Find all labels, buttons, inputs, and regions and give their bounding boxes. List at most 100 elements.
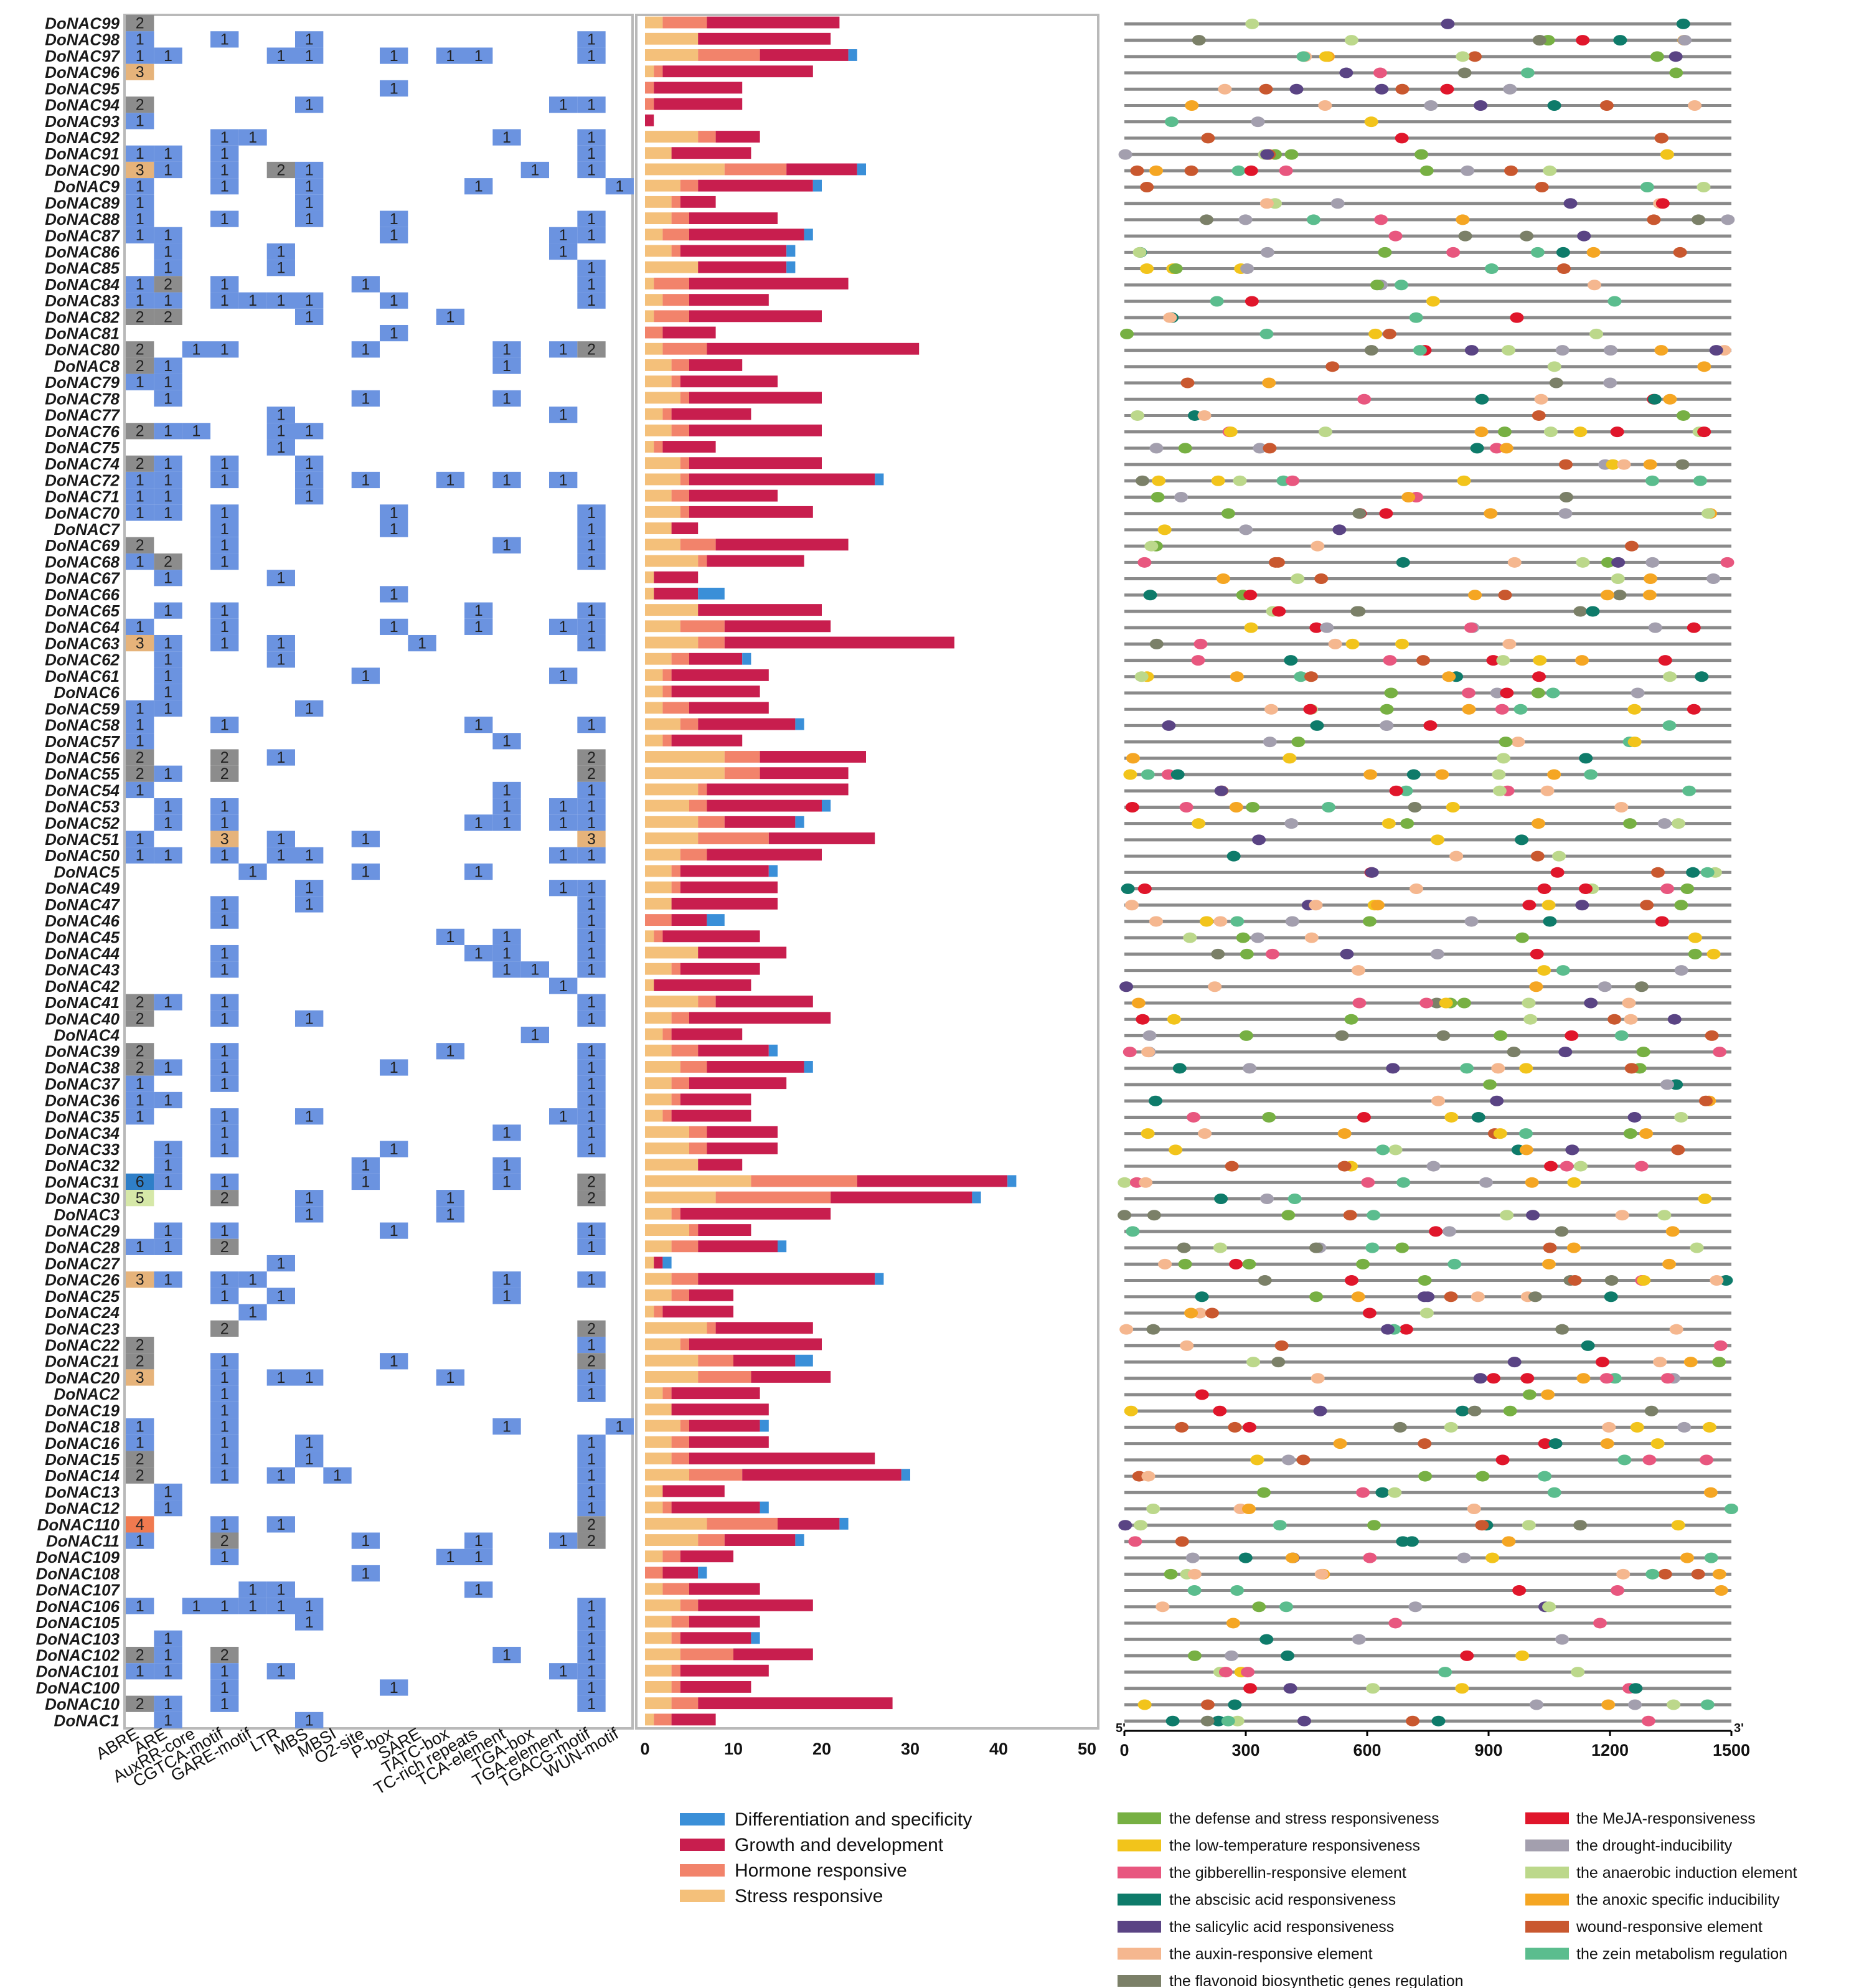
heatmap-cell — [210, 1679, 239, 1696]
heatmap-cell-count: 1 — [164, 1222, 172, 1240]
heatmap-cell — [210, 945, 239, 962]
bar-segment — [689, 1224, 699, 1236]
heatmap-cell — [380, 1679, 408, 1696]
heatmap-cell — [210, 1124, 239, 1141]
heatmap-cell-count: 1 — [559, 814, 568, 832]
bar-segment — [707, 783, 849, 796]
heatmap-cell — [577, 1663, 606, 1680]
heatmap-cell-count: 1 — [361, 471, 370, 489]
bar-segment — [680, 245, 787, 257]
heatmap-cell-count: 1 — [305, 488, 314, 506]
heatmap-cell-count: 1 — [305, 308, 314, 326]
heatmap-cell — [380, 324, 408, 342]
cis-element-marker — [1208, 981, 1222, 992]
cis-element-marker — [1687, 704, 1701, 715]
cis-element-marker — [1287, 1194, 1302, 1205]
gene-label: DoNAC40 — [45, 1009, 120, 1028]
cis-element-marker — [1540, 785, 1555, 796]
bar-segment — [662, 342, 707, 355]
heatmap-cell — [295, 1614, 324, 1631]
heatmap-cell-count: 1 — [587, 161, 596, 179]
heatmap-cell — [577, 928, 606, 945]
bar-segment — [645, 1485, 663, 1497]
cis-element-marker — [1671, 1144, 1685, 1156]
bar-segment — [645, 245, 672, 257]
heatmap-cell-count: 1 — [587, 1271, 596, 1289]
cis-element-marker — [1485, 1552, 1500, 1563]
bar-segment — [671, 408, 751, 420]
element-legend-label: the anoxic specific inducibility — [1576, 1891, 1780, 1909]
heatmap-cell — [549, 667, 578, 684]
heatmap-cell-count: 2 — [136, 1353, 144, 1370]
cis-element-marker — [1458, 230, 1472, 242]
cis-element-marker — [1464, 622, 1478, 633]
heatmap-cell — [210, 1320, 239, 1337]
heatmap-cell — [154, 1695, 182, 1712]
bar-x-tick: 40 — [989, 1740, 1008, 1758]
bar-segment — [645, 1289, 672, 1301]
gene-label: DoNAC106 — [36, 1597, 120, 1616]
cis-element-marker — [1409, 883, 1423, 895]
heatmap-cell-count: 1 — [305, 1614, 314, 1631]
cis-element-marker — [1158, 1258, 1172, 1270]
bar-segment — [689, 359, 743, 371]
heatmap-cell-count: 1 — [587, 1385, 596, 1403]
cis-element-marker — [1476, 1471, 1490, 1482]
heatmap-cell-count: 1 — [305, 880, 314, 897]
cis-element-marker — [1468, 590, 1482, 601]
cis-element-marker — [1162, 720, 1176, 731]
bar-segment — [645, 1273, 672, 1285]
bar-segment — [645, 49, 699, 61]
bar-segment — [698, 1534, 725, 1546]
cis-element-marker — [1644, 1405, 1659, 1416]
cis-element-marker — [1296, 51, 1311, 62]
bar-segment — [707, 1126, 778, 1138]
heatmap-cell — [577, 1630, 606, 1647]
heatmap-cell-count: 2 — [587, 1320, 596, 1337]
cis-element-marker — [1333, 1438, 1347, 1449]
gene-label: DoNAC2 — [54, 1385, 120, 1403]
cis-element-marker — [1440, 83, 1454, 95]
heatmap-cell — [464, 618, 493, 635]
heatmap-cell-count: 1 — [361, 863, 370, 880]
cis-element-marker — [1593, 1618, 1607, 1629]
gene-label: DoNAC74 — [45, 455, 120, 473]
cis-element-marker — [1709, 345, 1723, 356]
bar-segment — [689, 1453, 875, 1464]
cis-element-marker — [1259, 1634, 1274, 1645]
heatmap-cell — [210, 455, 239, 472]
cis-element-marker — [1724, 1503, 1738, 1514]
cis-element-marker — [1486, 1373, 1500, 1384]
heatmap-cell-count: 2 — [164, 308, 172, 326]
cis-element-marker — [1622, 997, 1636, 1009]
bar-segment — [645, 1354, 699, 1367]
bar-segment — [645, 620, 680, 633]
bar-segment — [654, 65, 663, 78]
bar-segment — [645, 310, 654, 323]
bar-segment — [645, 1420, 680, 1432]
heatmap-cell-count: 1 — [164, 798, 172, 816]
bar-segment — [707, 1322, 716, 1334]
heatmap-cell — [126, 831, 154, 847]
cis-element-marker — [1513, 704, 1528, 715]
heatmap-cell — [295, 1451, 324, 1467]
heatmap-cell-count: 1 — [220, 1059, 229, 1076]
cis-element-marker — [1343, 1210, 1357, 1221]
element-legend-swatch — [1118, 1921, 1161, 1933]
bar-segment — [768, 1044, 778, 1057]
cis-element-marker — [1662, 720, 1677, 731]
heatmap-cell-count: 1 — [390, 1353, 398, 1370]
heatmap-cell — [492, 814, 521, 831]
cis-element-marker — [1713, 1340, 1728, 1351]
cis-element-marker — [1230, 671, 1244, 682]
bar-segment — [698, 261, 787, 273]
heatmap-cell — [126, 374, 154, 390]
cis-element-marker — [1136, 475, 1150, 486]
gene-label: DoNAC21 — [45, 1352, 120, 1371]
cis-element-marker — [1692, 214, 1706, 225]
heatmap-cell-count: 1 — [136, 145, 144, 163]
promoter-x-tick: 1200 — [1591, 1741, 1629, 1760]
heatmap-cell — [154, 1059, 182, 1076]
heatmap-cell — [210, 1598, 239, 1614]
heatmap-cell-count: 1 — [164, 602, 172, 619]
